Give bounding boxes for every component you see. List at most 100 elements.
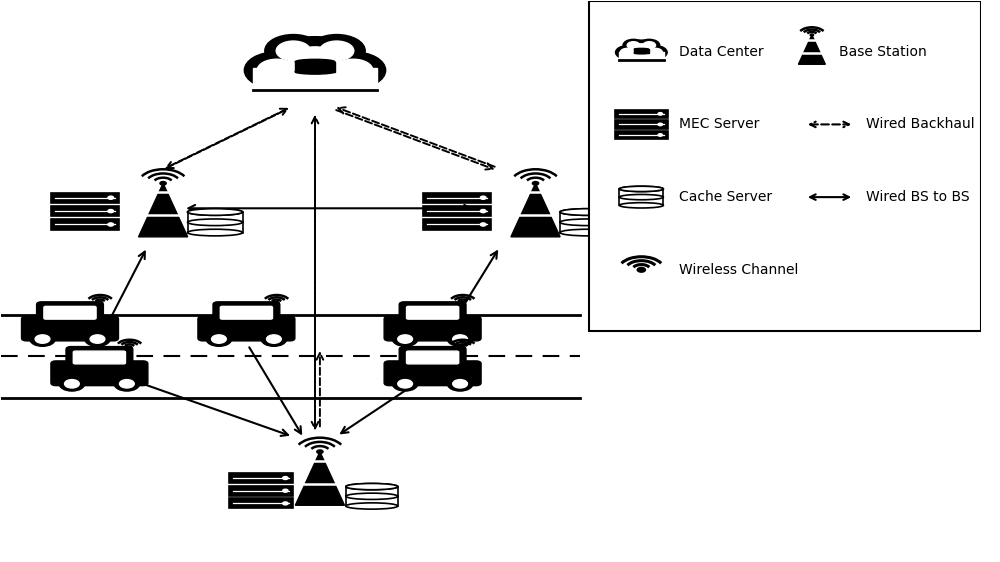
Circle shape	[398, 379, 412, 388]
Circle shape	[453, 335, 467, 343]
Circle shape	[632, 44, 651, 55]
Circle shape	[212, 335, 226, 343]
FancyBboxPatch shape	[423, 206, 491, 216]
Ellipse shape	[560, 219, 615, 225]
Circle shape	[658, 134, 662, 136]
Bar	[346, 487, 398, 496]
Circle shape	[532, 182, 539, 185]
Circle shape	[644, 46, 667, 59]
Circle shape	[392, 332, 418, 346]
Circle shape	[206, 332, 232, 346]
Bar	[188, 223, 243, 233]
Circle shape	[616, 46, 639, 59]
Text: Data Center: Data Center	[679, 45, 763, 58]
FancyBboxPatch shape	[51, 206, 119, 216]
Circle shape	[270, 37, 360, 88]
FancyBboxPatch shape	[198, 316, 295, 341]
Bar	[188, 223, 243, 233]
Ellipse shape	[188, 229, 243, 236]
FancyBboxPatch shape	[407, 306, 459, 319]
Text: Cache Server: Cache Server	[679, 190, 772, 204]
FancyBboxPatch shape	[51, 219, 119, 230]
Text: Wired Backhaul: Wired Backhaul	[866, 117, 974, 132]
Circle shape	[480, 196, 486, 200]
Circle shape	[30, 332, 55, 346]
Circle shape	[257, 59, 296, 81]
FancyBboxPatch shape	[399, 347, 466, 366]
Circle shape	[265, 34, 322, 67]
Circle shape	[447, 332, 473, 346]
FancyBboxPatch shape	[384, 361, 481, 386]
FancyBboxPatch shape	[229, 473, 293, 483]
Ellipse shape	[346, 503, 398, 509]
Circle shape	[658, 112, 662, 115]
Circle shape	[114, 377, 140, 391]
FancyBboxPatch shape	[220, 306, 272, 319]
FancyBboxPatch shape	[423, 193, 491, 203]
FancyBboxPatch shape	[229, 486, 293, 496]
Ellipse shape	[619, 186, 663, 192]
Circle shape	[261, 332, 287, 346]
Circle shape	[625, 40, 658, 58]
Circle shape	[98, 301, 103, 304]
Circle shape	[127, 346, 132, 349]
Circle shape	[317, 450, 323, 454]
Bar	[346, 487, 398, 496]
Bar	[619, 197, 663, 205]
Circle shape	[244, 52, 309, 89]
Bar	[619, 52, 664, 60]
Circle shape	[627, 42, 640, 49]
Bar	[346, 496, 398, 506]
Circle shape	[334, 59, 373, 81]
Circle shape	[637, 268, 645, 272]
Circle shape	[267, 335, 281, 343]
FancyBboxPatch shape	[66, 347, 133, 366]
FancyBboxPatch shape	[22, 316, 118, 341]
Bar	[560, 223, 615, 233]
Ellipse shape	[346, 483, 398, 490]
Ellipse shape	[634, 48, 649, 50]
Polygon shape	[139, 183, 188, 237]
Text: MEC Server: MEC Server	[679, 117, 759, 132]
Circle shape	[108, 223, 114, 226]
FancyBboxPatch shape	[51, 361, 148, 386]
Text: Wireless Channel: Wireless Channel	[679, 263, 798, 277]
FancyBboxPatch shape	[73, 351, 125, 364]
Circle shape	[648, 48, 662, 56]
Bar	[295, 62, 335, 72]
Circle shape	[643, 42, 656, 49]
Circle shape	[623, 39, 644, 51]
Bar	[619, 189, 663, 197]
FancyBboxPatch shape	[399, 302, 466, 322]
Ellipse shape	[619, 194, 663, 200]
Bar	[560, 212, 615, 223]
FancyBboxPatch shape	[37, 302, 103, 322]
Circle shape	[620, 48, 634, 56]
Circle shape	[65, 379, 79, 388]
Circle shape	[398, 335, 412, 343]
Circle shape	[120, 379, 134, 388]
FancyBboxPatch shape	[229, 498, 293, 508]
Circle shape	[320, 41, 354, 61]
Circle shape	[639, 39, 660, 51]
FancyBboxPatch shape	[615, 131, 668, 139]
FancyBboxPatch shape	[384, 316, 481, 341]
FancyBboxPatch shape	[213, 302, 280, 322]
Ellipse shape	[188, 209, 243, 215]
Ellipse shape	[619, 203, 663, 208]
Circle shape	[392, 377, 418, 391]
Ellipse shape	[634, 52, 649, 54]
Circle shape	[480, 223, 486, 226]
FancyBboxPatch shape	[423, 219, 491, 230]
Circle shape	[35, 335, 50, 343]
Circle shape	[59, 377, 85, 391]
Circle shape	[274, 301, 279, 304]
Bar	[188, 212, 243, 223]
Circle shape	[447, 377, 473, 391]
Circle shape	[460, 301, 465, 304]
Bar	[188, 212, 243, 223]
Bar	[560, 223, 615, 233]
Bar	[346, 496, 398, 506]
Ellipse shape	[295, 60, 335, 64]
FancyBboxPatch shape	[407, 351, 459, 364]
